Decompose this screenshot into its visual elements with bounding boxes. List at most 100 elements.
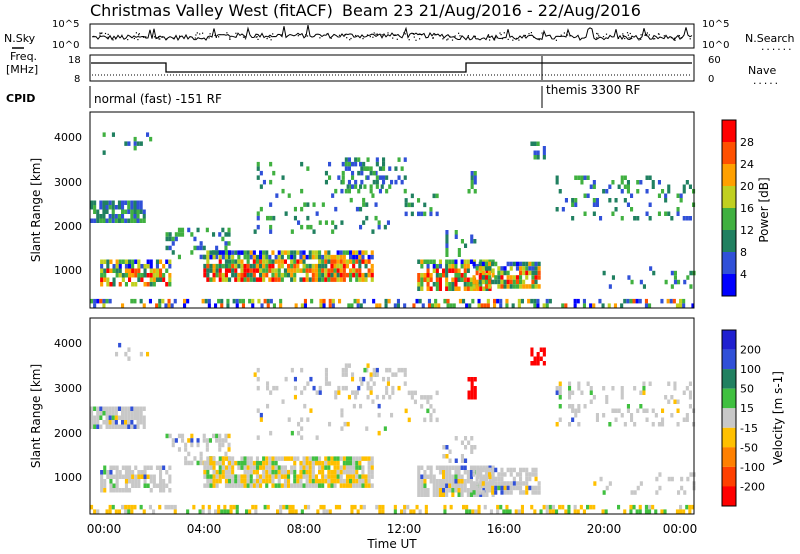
heatmap-cell — [331, 220, 335, 225]
heatmap-cell — [224, 241, 228, 246]
heatmap-cell — [221, 263, 225, 269]
heatmap-cell — [215, 268, 219, 273]
heatmap-cell — [677, 279, 681, 285]
heatmap-cell — [333, 474, 337, 479]
heatmap-cell — [217, 298, 221, 304]
heatmap-cell — [519, 261, 523, 267]
heatmap-cell — [469, 286, 473, 291]
noise-dot — [281, 34, 283, 36]
noise-dot — [156, 37, 158, 39]
heatmap-cell — [633, 422, 637, 427]
heatmap-cell — [400, 367, 404, 373]
heatmap-cell — [248, 298, 252, 304]
heatmap-cell — [344, 166, 348, 171]
heatmap-cell — [299, 277, 303, 282]
heatmap-cell — [476, 470, 480, 475]
heatmap-cell — [406, 504, 410, 510]
heatmap-cell — [280, 250, 284, 255]
heatmap-cell — [130, 205, 134, 210]
heatmap-cell — [424, 504, 428, 510]
heatmap-cell — [321, 465, 325, 470]
heatmap-cell — [318, 268, 322, 273]
heatmap-cell — [108, 406, 112, 411]
heatmap-cell — [130, 406, 134, 411]
heatmap-cell — [255, 263, 259, 269]
heatmap-cell — [442, 273, 446, 278]
heatmap-cell — [437, 303, 441, 308]
heatmap-cell — [212, 460, 216, 466]
heatmap-cell — [130, 200, 134, 205]
heatmap-cell — [103, 259, 107, 264]
heatmap-cell — [420, 474, 424, 479]
heatmap-cell — [534, 279, 538, 285]
heatmap-cell — [378, 166, 382, 171]
heatmap-cell — [274, 268, 278, 273]
heatmap-cell — [426, 395, 430, 400]
heatmap-cell — [209, 254, 213, 260]
heatmap-cell — [663, 509, 667, 514]
heatmap-cell — [324, 254, 328, 260]
heatmap-cell — [347, 157, 351, 162]
heatmap-cell — [506, 485, 510, 491]
heatmap-cell — [644, 298, 648, 304]
velocity-ytick: 2000 — [54, 427, 82, 440]
heatmap-cell — [321, 254, 325, 260]
heatmap-cell — [567, 504, 571, 510]
heatmap-cell — [152, 509, 156, 514]
heatmap-cell — [237, 254, 241, 260]
heatmap-cell — [545, 298, 549, 304]
heatmap-cell — [228, 474, 232, 479]
heatmap-cell — [198, 509, 202, 514]
heatmap-cell — [542, 361, 546, 366]
heatmap-cell — [277, 259, 281, 264]
heatmap-cell — [187, 227, 191, 233]
heatmap-cell — [445, 488, 449, 493]
heatmap-cell — [654, 413, 658, 418]
heatmap-cell — [354, 394, 358, 400]
heatmap-cell — [139, 205, 143, 210]
heatmap-cell — [324, 263, 328, 269]
heatmap-cell — [445, 264, 449, 269]
heatmap-cell — [484, 467, 488, 473]
heatmap-cell — [525, 467, 529, 473]
heatmap-cell — [262, 460, 266, 466]
heatmap-cell — [259, 254, 263, 260]
heatmap-cell — [271, 460, 275, 466]
heatmap-cell — [168, 488, 172, 493]
heatmap-cell — [420, 277, 424, 282]
heatmap-cell — [460, 273, 464, 278]
heatmap-cell — [362, 202, 366, 207]
heatmap-cell — [648, 381, 652, 386]
heatmap-cell — [429, 207, 433, 212]
heatmap-cell — [470, 171, 474, 176]
heatmap-cell — [232, 298, 236, 304]
heatmap-cell — [155, 273, 159, 278]
heatmap-cell — [266, 381, 270, 386]
heatmap-cell — [109, 268, 113, 273]
heatmap-cell — [577, 422, 581, 427]
heatmap-cell — [305, 465, 309, 470]
heatmap-cell — [277, 478, 281, 484]
heatmap-cell — [432, 193, 436, 199]
heatmap-cell — [568, 386, 572, 391]
heatmap-cell — [555, 509, 559, 514]
heatmap-cell — [139, 420, 143, 425]
noise-dot — [202, 32, 204, 34]
heatmap-cell — [115, 470, 119, 475]
heatmap-cell — [423, 395, 427, 400]
heatmap-cell — [302, 465, 306, 470]
heatmap-cell — [367, 268, 371, 273]
heatmap-cell — [177, 433, 181, 439]
heatmap-cell — [582, 509, 586, 514]
heatmap-cell — [601, 509, 605, 514]
heatmap-cell — [517, 509, 521, 514]
heatmap-cell — [509, 261, 513, 267]
heatmap-cell — [537, 270, 541, 276]
nsky-label: N.Sky — [4, 32, 36, 45]
heatmap-cell — [638, 298, 642, 304]
heatmap-cell — [130, 420, 134, 425]
heatmap-cell — [209, 268, 213, 273]
heatmap-cell — [96, 209, 100, 214]
heatmap-cell — [420, 465, 424, 470]
heatmap-cell — [568, 395, 572, 400]
